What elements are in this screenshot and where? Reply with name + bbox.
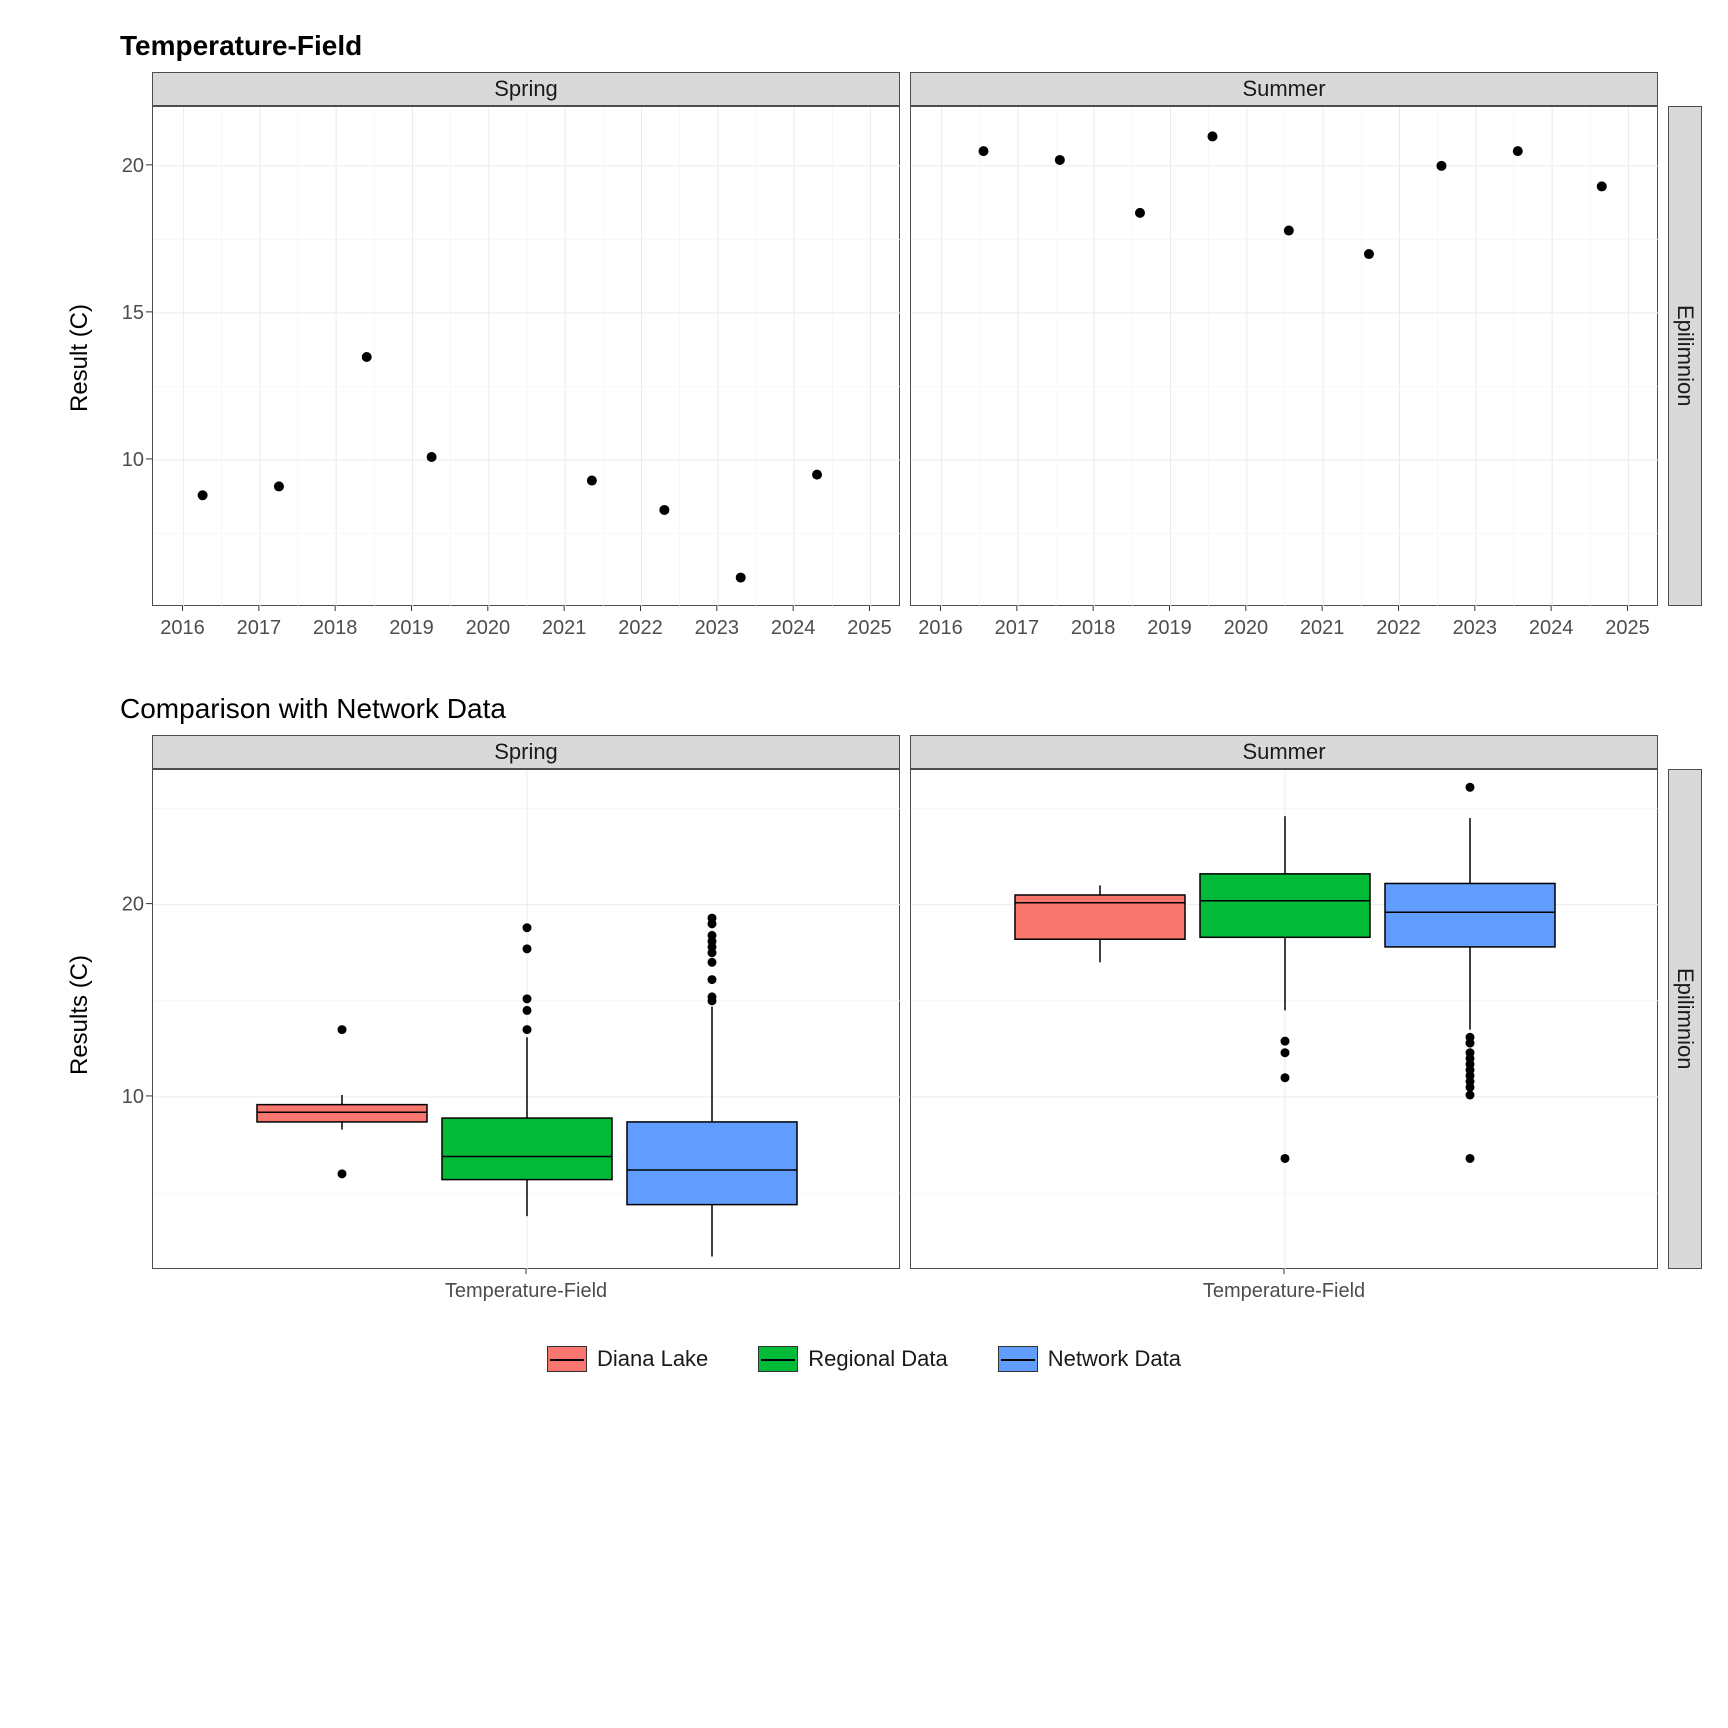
legend-key-regional-data	[758, 1346, 798, 1372]
svg-text:2022: 2022	[1376, 617, 1421, 639]
chart1-y-axis: 10 15 20	[100, 72, 152, 606]
chart1-panel-spring-xaxis: 2016 2017 2018 2019 2020 2021 2022 2023 2024 2025	[152, 606, 900, 648]
svg-text:2018: 2018	[313, 617, 358, 639]
svg-text:15: 15	[122, 302, 144, 324]
svg-text:2016: 2016	[918, 617, 963, 639]
svg-text:2018: 2018	[1071, 617, 1116, 639]
chart2-title: Comparison with Network Data	[120, 693, 1668, 725]
chart1-facet-strip-right: Epilimnion	[1668, 106, 1702, 606]
chart2-facet-strip-summer: Summer	[910, 735, 1658, 769]
chart2-panel-spring-xaxis: Temperature-Field	[152, 1269, 900, 1311]
chart1-panel-summer-svg	[911, 107, 1659, 607]
chart1-panel-spring-svg	[153, 107, 901, 607]
chart2-panel-summer: Summer Temperature-Field	[910, 735, 1658, 1316]
svg-text:2021: 2021	[542, 617, 587, 639]
svg-text:2017: 2017	[237, 617, 281, 639]
svg-text:20: 20	[122, 894, 144, 916]
svg-text:Temperature-Field: Temperature-Field	[445, 1280, 607, 1302]
chart2-y-axis: 10 20	[100, 735, 152, 1269]
svg-text:2025: 2025	[1605, 617, 1650, 639]
chart2-facet-strip-right: Epilimnion	[1668, 769, 1702, 1269]
legend-key-diana-lake	[547, 1346, 587, 1372]
svg-text:2020: 2020	[466, 617, 511, 639]
svg-text:2017: 2017	[995, 617, 1040, 639]
chart1-panel-summer-xaxis: 2016 2017 2018 2019 2020 2021 2022 2023 2024 2025	[910, 606, 1658, 648]
legend-label-diana-lake: Diana Lake	[597, 1346, 708, 1372]
chart2-panel-spring-svg	[153, 770, 901, 1270]
svg-text:2021: 2021	[1300, 617, 1345, 639]
legend-item-regional-data: Regional Data	[758, 1346, 947, 1372]
chart1-facet-strip-summer: Summer	[910, 72, 1658, 106]
chart1-title: Temperature-Field	[120, 30, 1668, 62]
chart2-panel-summer-svg	[911, 770, 1659, 1270]
svg-text:20: 20	[122, 155, 144, 177]
chart2-facet-strip-spring: Spring	[152, 735, 900, 769]
chart1-facet-strip-spring: Spring	[152, 72, 900, 106]
svg-text:2019: 2019	[389, 617, 434, 639]
chart1-y-axis-title: Result (C)	[66, 304, 94, 412]
page: Temperature-Field Result (C) 10 15 20 Spri…	[0, 0, 1728, 1728]
svg-text:2024: 2024	[1529, 617, 1574, 639]
chart2-legend: Diana Lake Regional Data Network Data	[60, 1346, 1668, 1372]
svg-text:10: 10	[122, 1086, 144, 1108]
legend-key-network-data	[998, 1346, 1038, 1372]
chart2-panel-summer-xaxis: Temperature-Field	[910, 1269, 1658, 1311]
chart2-facet-row: 1020 Spring Temperature-Field Summer Tem…	[152, 735, 1668, 1316]
legend-item-network-data: Network Data	[998, 1346, 1181, 1372]
chart1-facet-row: 101520 Spring 20162017201820192020202120…	[152, 72, 1668, 653]
svg-text:2016: 2016	[160, 617, 205, 639]
chart2-panel-spring: Spring Temperature-Field	[152, 735, 900, 1316]
chart1-panel-summer: Summer 201620172018201920202021202220232…	[910, 72, 1658, 653]
svg-text:2019: 2019	[1147, 617, 1192, 639]
svg-text:2023: 2023	[695, 617, 740, 639]
svg-text:2024: 2024	[771, 617, 816, 639]
svg-text:2023: 2023	[1453, 617, 1498, 639]
chart2-container: Results (C) 1020 Spring Temperature-Fiel…	[60, 735, 1668, 1316]
chart1-panel-spring: Spring 201620172018201920202021202220232…	[152, 72, 900, 653]
svg-text:10: 10	[122, 449, 144, 471]
legend-label-regional-data: Regional Data	[808, 1346, 947, 1372]
svg-text:2020: 2020	[1224, 617, 1269, 639]
legend-item-diana-lake: Diana Lake	[547, 1346, 708, 1372]
svg-text:Temperature-Field: Temperature-Field	[1203, 1280, 1365, 1302]
svg-text:2025: 2025	[847, 617, 892, 639]
chart1-container: Result (C) 101520 Spring 201620172018201…	[60, 72, 1668, 653]
chart2-y-axis-title: Results (C)	[66, 955, 94, 1075]
svg-text:2022: 2022	[618, 617, 663, 639]
legend-label-network-data: Network Data	[1048, 1346, 1181, 1372]
